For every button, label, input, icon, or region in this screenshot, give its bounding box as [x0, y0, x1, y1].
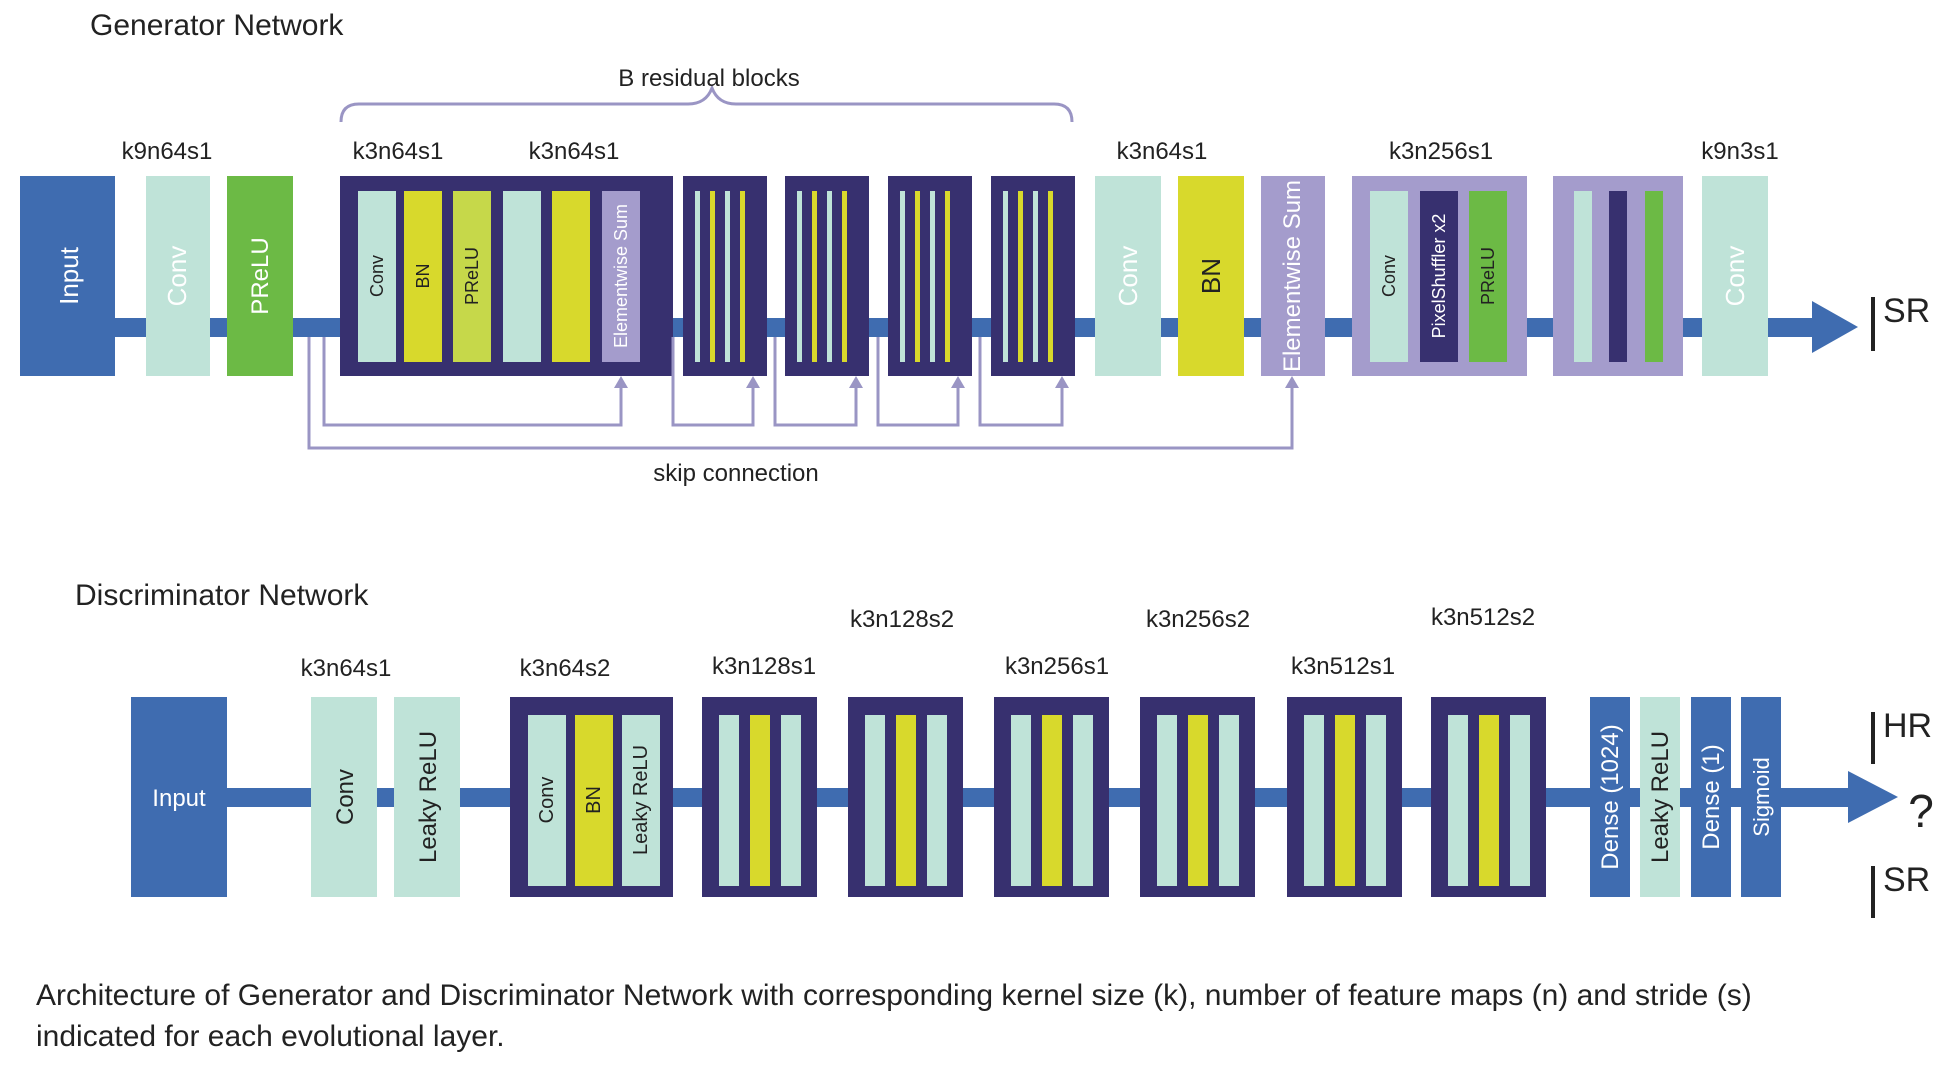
generator-input-block: [20, 176, 115, 376]
residual-block-2: [683, 176, 767, 376]
discriminator-conv1-param: k3n64s1: [301, 655, 392, 682]
upsample-param: k3n256s1: [1389, 138, 1493, 165]
generator-conv1-param: k9n64s1: [122, 138, 213, 165]
generator-conv1-label: Conv: [162, 246, 192, 307]
generator-post-param: k3n64s1: [1117, 138, 1208, 165]
discriminator-hr-i-bar: [1871, 712, 1875, 764]
generator-post-conv: [1095, 176, 1161, 376]
generator-final-param: k9n3s1: [1701, 138, 1778, 165]
discriminator-block-7: [1431, 697, 1546, 897]
discriminator-block1-conv-label: Conv: [536, 777, 558, 824]
discriminator-lrelu1-block: [394, 697, 460, 897]
discriminator-dense1: [1691, 697, 1731, 897]
residual-brace-label: B residual blocks: [618, 65, 799, 92]
upsample-shuffle-label: PixelShuffler x2: [1429, 214, 1449, 339]
upsample-conv: [1370, 191, 1408, 362]
discriminator-title: Discriminator Network: [75, 579, 369, 612]
discriminator-sigmoid-label: Sigmoid: [1749, 757, 1774, 836]
discriminator-input-block: [131, 697, 227, 897]
generator-input-label: Input: [54, 246, 84, 305]
discriminator-block1-bn-label: BN: [583, 786, 605, 814]
discriminator-block-4: [994, 697, 1109, 897]
generator-title: Generator Network: [90, 9, 344, 42]
generator-final-conv-label: Conv: [1720, 246, 1750, 307]
discriminator-dense1-label: Dense (1): [1698, 744, 1725, 849]
generator-conv1-block: [146, 176, 210, 376]
discriminator-sr-sup: SR: [1883, 861, 1930, 899]
upsample-shuffle: [1420, 191, 1458, 362]
discriminator-hr-base: I: [1866, 739, 1867, 741]
discriminator-param-k3n512s2: k3n512s2: [1431, 604, 1535, 631]
discriminator-lrelu1-label: Leaky ReLU: [415, 731, 442, 863]
discriminator-sigmoid: [1741, 697, 1781, 897]
residual-sum: [602, 191, 640, 362]
generator-post-sum: [1261, 176, 1325, 376]
discriminator-conv1-label: Conv: [332, 769, 359, 825]
skip-connections: [307, 337, 1294, 450]
residual-bn-1: [404, 191, 442, 362]
residual-block-4: [888, 176, 972, 376]
generator-prelu1-block: [227, 176, 293, 376]
residual-param-b: k3n64s1: [529, 138, 620, 165]
residual-sum-label: Elementwise Sum: [611, 204, 631, 348]
discriminator-param-k3n128s2: k3n128s2: [850, 606, 954, 633]
discriminator-lrelu2: [1640, 697, 1680, 897]
discriminator-input-label: Input: [152, 785, 206, 812]
discriminator-sr-i-bar: [1871, 866, 1875, 918]
discriminator-block-2: [702, 697, 817, 897]
generator-post-conv-label: Conv: [1113, 246, 1143, 307]
generator-post-sum-label: Elementwise Sum: [1279, 180, 1306, 372]
discriminator-param-k3n512s1: k3n512s1: [1291, 653, 1395, 680]
residual-prelu-1-label: PReLU: [462, 247, 482, 305]
discriminator-block1-lrelu-label: Leaky ReLU: [630, 745, 652, 855]
generator-output-i-bar: [1871, 297, 1875, 351]
generator-post-bn-label: BN: [1196, 258, 1226, 294]
upsample-prelu: [1469, 191, 1507, 362]
figure-caption: Architecture of Generator and Discrimina…: [36, 979, 1752, 1053]
discriminator-hr-sup: HR: [1883, 707, 1932, 745]
generator-output-base: I: [1866, 329, 1867, 331]
residual-brace: [339, 83, 1074, 123]
residual-conv-2: [503, 191, 541, 362]
residual-bn-2: [552, 191, 590, 362]
residual-block-3: [785, 176, 869, 376]
residual-param-a: k3n64s1: [353, 138, 444, 165]
discriminator-sr-base: I: [1866, 894, 1867, 896]
generator-output-sup: SR: [1883, 292, 1930, 330]
discriminator-question: ?: [1908, 785, 1934, 837]
generator-flow-arrow-head: [1812, 301, 1858, 353]
upsample-prelu-label: PReLU: [1478, 247, 1498, 305]
discriminator-block-5: [1140, 697, 1255, 897]
discriminator-conv1-block: [311, 697, 377, 897]
skip-connection-label: skip connection: [653, 460, 818, 487]
discriminator-flow-arrow-head: [1848, 771, 1898, 823]
discriminator-block1-param: k3n64s2: [520, 655, 611, 682]
discriminator-dense1024-label: Dense (1024): [1597, 724, 1624, 869]
residual-prelu-1: [453, 191, 491, 362]
generator-final-conv: [1702, 176, 1768, 376]
residual-bn-1-label: BN: [413, 263, 433, 288]
residual-conv-1: [358, 191, 396, 362]
discriminator-block-6: [1287, 697, 1402, 897]
skip-arrowheads: [614, 376, 1299, 388]
upsample-conv-label: Conv: [1379, 255, 1399, 297]
discriminator-param-k3n256s1: k3n256s1: [1005, 653, 1109, 680]
discriminator-block-3: [848, 697, 963, 897]
discriminator-param-k3n256s2: k3n256s2: [1146, 606, 1250, 633]
generator-prelu1-label: PReLU: [247, 237, 274, 314]
residual-conv-1-label: Conv: [367, 255, 387, 297]
residual-block-5: [991, 176, 1075, 376]
discriminator-lrelu2-label: Leaky ReLU: [1647, 731, 1674, 863]
discriminator-dense1024: [1590, 697, 1630, 897]
generator-post-bn: [1178, 176, 1244, 376]
discriminator-param-k3n128s1: k3n128s1: [712, 653, 816, 680]
